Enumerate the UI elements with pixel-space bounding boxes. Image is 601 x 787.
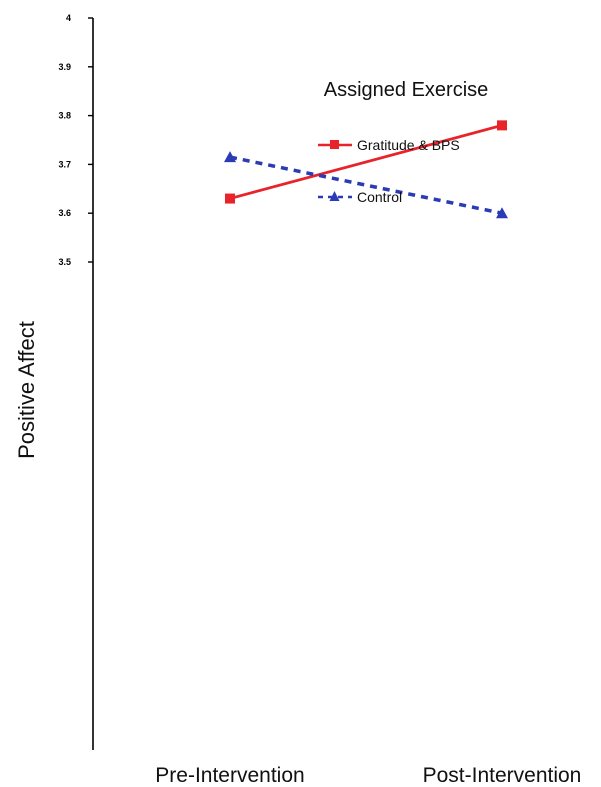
y-tick-label: 3.6 — [58, 208, 71, 218]
series — [224, 120, 508, 219]
y-ticks: 4 3.9 3.8 3.7 3.6 3.5 — [58, 13, 93, 267]
legend-item-control: Control — [318, 189, 402, 205]
y-tick-label: 3.5 — [58, 257, 71, 267]
y-tick-label: 3.7 — [58, 159, 71, 169]
data-point-1-0 — [224, 151, 236, 163]
legend: Assigned Exercise Gratitude & BPS Contro… — [318, 79, 488, 205]
legend-marker-gratitude — [330, 140, 339, 149]
y-axis-label: Positive Affect — [14, 321, 39, 459]
data-point-0-0 — [225, 193, 235, 204]
legend-label-gratitude: Gratitude & BPS — [357, 137, 460, 153]
legend-marker-control — [329, 191, 340, 201]
data-point-0-1 — [497, 120, 507, 131]
x-tick-label-post: Post-Intervention — [423, 764, 582, 787]
x-tick-label-pre: Pre-Intervention — [155, 764, 304, 787]
x-categories: Pre-Intervention Post-Intervention — [155, 764, 581, 787]
legend-title: Assigned Exercise — [324, 79, 489, 101]
data-point-1-1 — [496, 207, 508, 219]
y-tick-label: 3.9 — [58, 62, 71, 72]
legend-label-control: Control — [357, 189, 402, 205]
legend-item-gratitude: Gratitude & BPS — [318, 137, 460, 153]
y-tick-label: 3.8 — [58, 111, 71, 121]
series-line-0 — [229, 124, 503, 200]
y-tick-label: 4 — [66, 13, 71, 23]
